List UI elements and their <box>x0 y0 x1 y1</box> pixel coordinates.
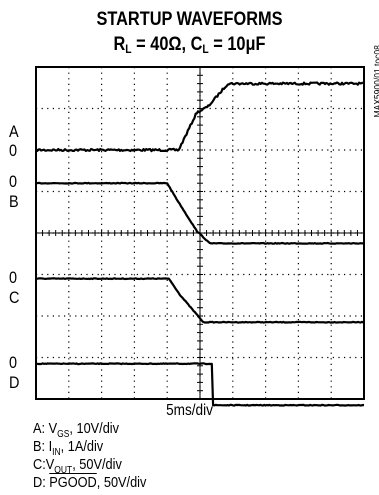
channel-letter-b: B <box>9 192 19 212</box>
legend-item: B: IIN, 1A/div <box>33 438 103 458</box>
subtitle-c-value: = 10μF <box>208 34 266 55</box>
legend-item: D: PGOOD, 50V/div <box>33 474 146 491</box>
zero-marker-c: 0 <box>9 267 18 287</box>
subtitle-r-value: = 40Ω, <box>131 34 191 55</box>
channel-letter-c: C <box>9 287 20 307</box>
figure-reference: MAX5900/01 toc08 <box>373 45 379 118</box>
legend-overline: PGOOD <box>49 474 97 491</box>
subtitle-c-sub: L <box>202 42 209 56</box>
trace-d <box>36 362 365 407</box>
trace-b <box>35 181 364 245</box>
subtitle-r-sub: L <box>125 42 132 56</box>
trace-c <box>36 277 364 324</box>
legend-prefix: D: <box>33 474 50 491</box>
legend-subscript: IN <box>52 447 61 458</box>
chart-title: STARTUP WAVEFORMS <box>96 9 283 30</box>
legend-prefix: B: I <box>33 438 53 455</box>
legend-subscript: GS <box>57 429 70 440</box>
legend-scale: , 50V/div <box>96 474 147 491</box>
x-axis-label: 5ms/div <box>166 402 213 419</box>
zero-marker-b: 0 <box>9 172 18 192</box>
legend-item: A: VGS, 10V/div <box>33 420 119 440</box>
zero-marker-a: 0 <box>9 141 18 160</box>
subtitle-r-symbol: R <box>113 34 126 55</box>
legend-subscript: OUT <box>54 465 73 476</box>
legend-scale: , 10V/div <box>69 420 120 437</box>
legend-prefix: A: V <box>33 420 58 437</box>
legend-item: C:VOUT, 50V/div <box>33 456 122 476</box>
channel-letter-d: D <box>9 372 20 392</box>
zero-marker-d: 0 <box>9 352 18 372</box>
trace-a <box>35 81 364 153</box>
legend-prefix: C:V <box>33 456 55 473</box>
channel-letter-a: A <box>9 122 19 141</box>
chart-subtitle: RL = 40Ω, CL = 10μF <box>27 34 353 56</box>
subtitle-c-symbol: C <box>190 34 203 55</box>
legend-scale: , 1A/div <box>60 438 104 455</box>
legend-scale: , 50V/div <box>72 456 122 473</box>
